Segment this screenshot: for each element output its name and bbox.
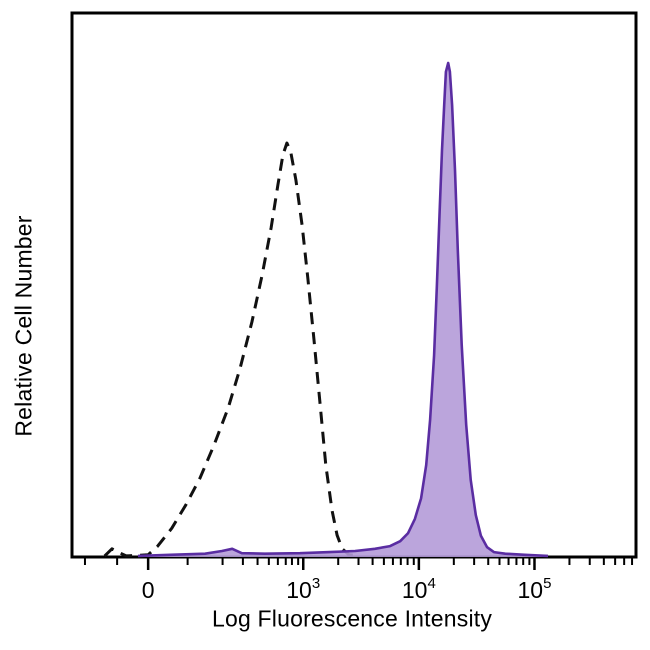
x-tick-label: 104 bbox=[402, 575, 436, 603]
x-tick-label: 103 bbox=[286, 575, 320, 603]
x-axis-label: Log Fluorescence Intensity bbox=[211, 605, 493, 632]
x-axis-ticks bbox=[83, 558, 634, 570]
x-tick-label: 105 bbox=[518, 575, 552, 603]
y-axis-label: Relative Cell Number bbox=[10, 215, 37, 437]
stained-curve bbox=[137, 61, 549, 558]
stained-curve-fill bbox=[138, 63, 548, 557]
control-curve bbox=[103, 141, 361, 558]
plot-frame bbox=[70, 11, 638, 559]
x-tick-label: 0 bbox=[142, 577, 155, 603]
